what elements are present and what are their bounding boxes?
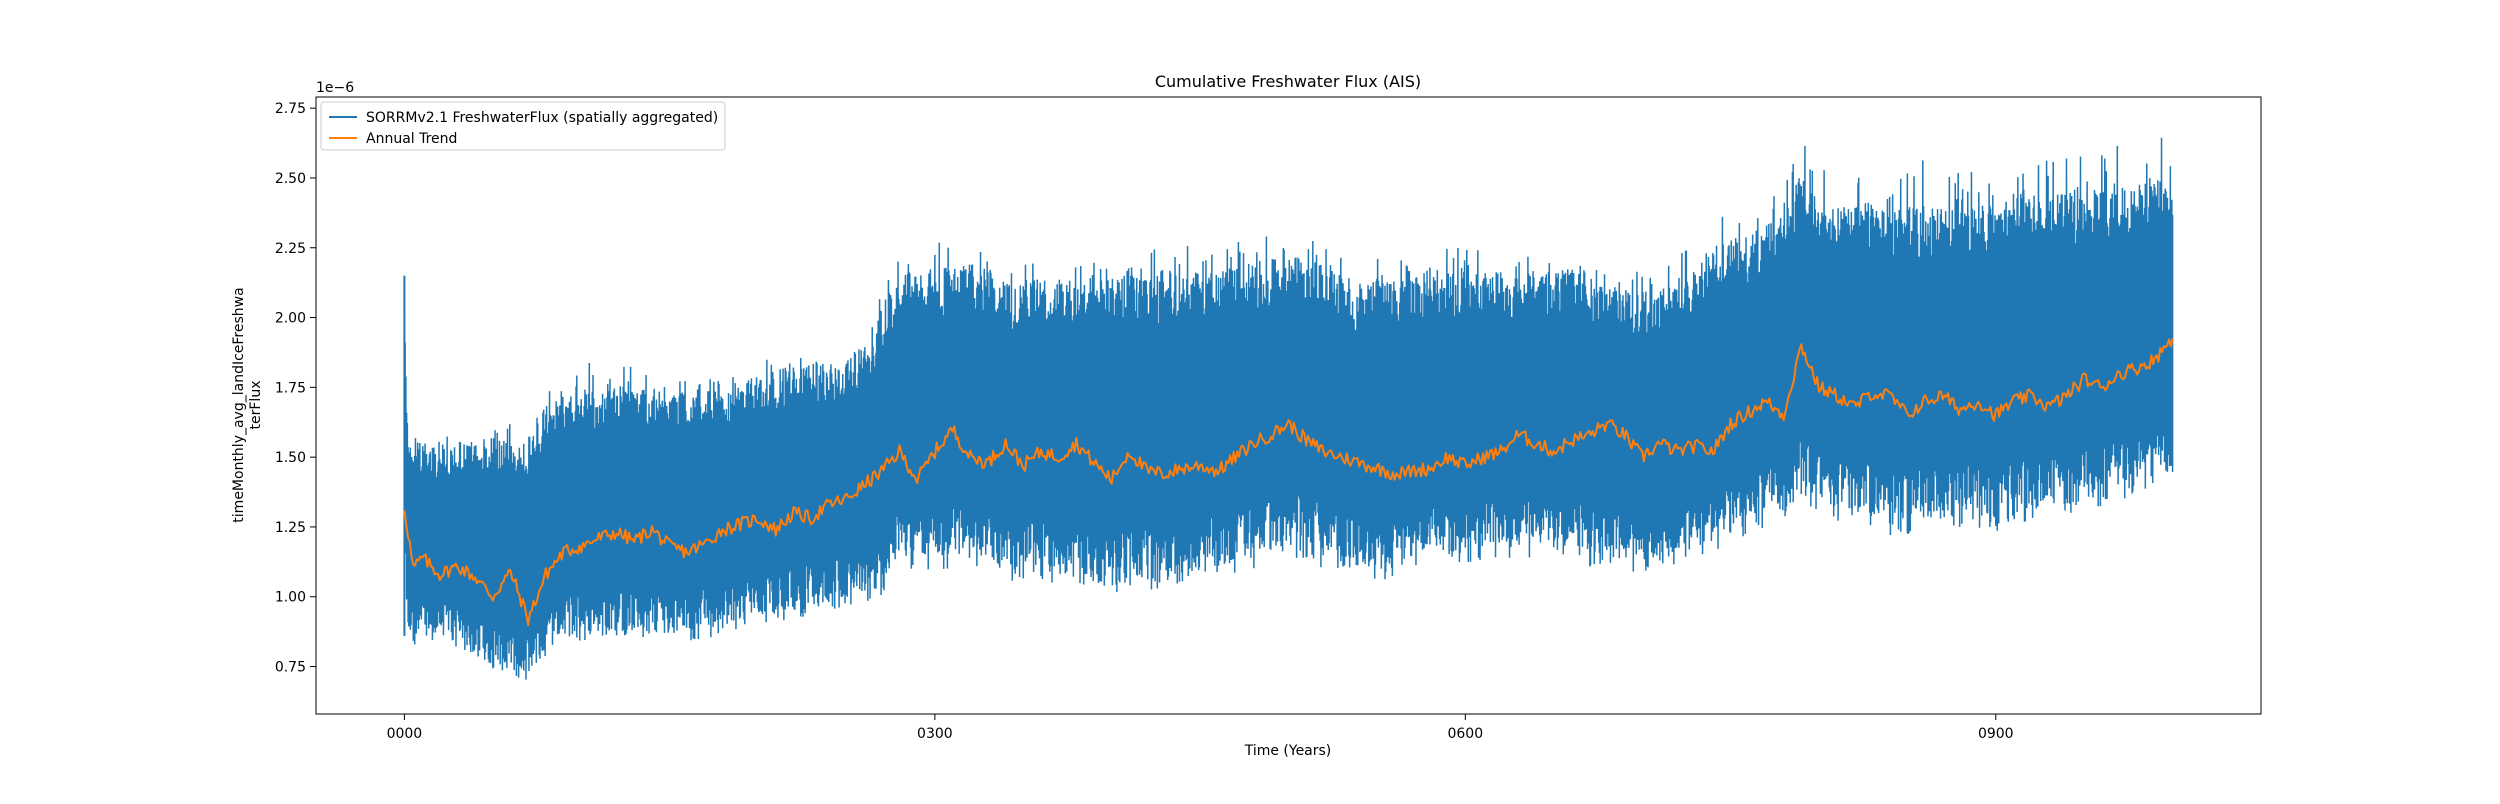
y-tick-label: 2.75 — [275, 101, 306, 117]
y-tick-label: 0.75 — [275, 660, 306, 676]
x-tick-label: 0900 — [1978, 726, 2014, 742]
y-axis-ticks: 0.75 1.00 1.25 1.50 1.75 2.00 2.25 2.50 2.75 — [275, 101, 316, 676]
series-freshwater-flux — [403, 137, 2174, 680]
y-tick-label: 2.00 — [275, 311, 306, 327]
y-axis-label: timeMonthly_avg_landIceFreshwa terFlux — [231, 287, 264, 522]
y-tick-label: 1.00 — [275, 590, 306, 606]
x-axis-ticks: 0000 0300 0600 0900 — [387, 714, 2014, 742]
y-axis-offset-text: 1e−6 — [316, 80, 354, 96]
x-axis-label: Time (Years) — [1244, 743, 1332, 759]
series-freshwater-flux-line — [403, 137, 2174, 680]
y-axis-label-line-1: timeMonthly_avg_landIceFreshwa — [231, 287, 247, 522]
y-tick-label: 1.50 — [275, 450, 306, 466]
legend-label-annual-trend: Annual Trend — [366, 131, 457, 147]
y-axis-label-line-2: terFlux — [248, 381, 264, 430]
plot-frame — [315, 96, 2262, 715]
series-annual-trend — [403, 338, 2174, 627]
legend-label-freshwater-flux: SORRMv2.1 FreshwaterFlux (spatially aggr… — [366, 110, 718, 126]
chart-title: Cumulative Freshwater Flux (AIS) — [1155, 72, 1421, 91]
legend: SORRMv2.1 FreshwaterFlux (spatially aggr… — [320, 101, 726, 151]
x-tick-label: 0300 — [917, 726, 953, 742]
legend-box — [320, 101, 726, 151]
y-tick-label: 1.25 — [275, 520, 306, 536]
y-tick-label: 1.75 — [275, 380, 306, 396]
x-tick-label: 0000 — [387, 726, 423, 742]
y-tick-label: 2.50 — [275, 171, 306, 187]
series-layer — [403, 137, 2174, 680]
x-tick-label: 0600 — [1447, 726, 1483, 742]
series-annual-trend-line — [403, 338, 2174, 627]
y-tick-label: 2.25 — [275, 241, 306, 257]
